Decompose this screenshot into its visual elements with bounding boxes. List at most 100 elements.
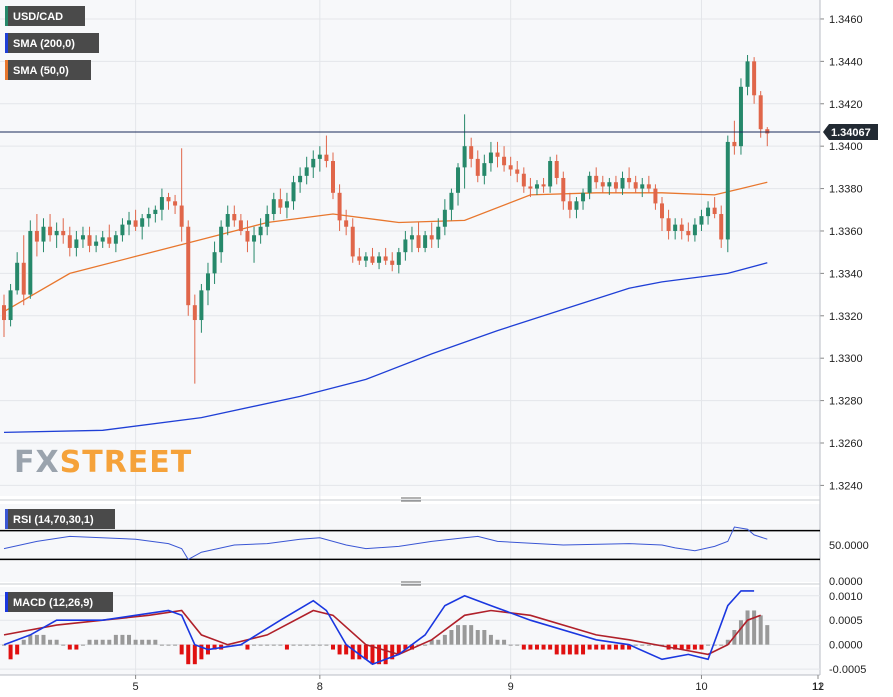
macd-histogram-bar: [534, 644, 539, 650]
candle-body: [554, 161, 559, 178]
candle-body: [574, 201, 579, 210]
macd-histogram-bar: [61, 644, 66, 646]
candle-body: [166, 197, 171, 202]
macd-histogram-bar: [311, 644, 316, 646]
candle-body: [370, 256, 375, 263]
candle-body: [94, 241, 99, 246]
candle-body: [278, 199, 283, 208]
macd-histogram-bar: [429, 639, 434, 645]
macd-histogram-bar: [252, 644, 257, 646]
macd-histogram-bar: [738, 620, 743, 645]
legend-swatch: [5, 6, 8, 26]
macd-histogram-bar: [317, 644, 322, 646]
macd-histogram-bar: [179, 644, 184, 655]
price-tick-label: 1.3400: [829, 141, 863, 153]
macd-histogram-bar: [561, 644, 566, 655]
candle-body: [48, 226, 53, 236]
macd-histogram-bar: [87, 639, 92, 645]
macd-panel-bg: [0, 587, 820, 675]
legend-swatch: [5, 33, 8, 53]
legend-label: SMA (200,0): [13, 38, 75, 50]
candle-body: [245, 230, 250, 242]
macd-histogram-bar: [212, 644, 217, 650]
candle-body: [699, 216, 704, 225]
macd-histogram-bar: [258, 644, 263, 646]
candle-body: [745, 61, 750, 87]
macd-histogram-bar: [363, 644, 368, 660]
candle-body: [594, 175, 599, 183]
candle-body: [488, 152, 493, 164]
macd-histogram-bar: [337, 644, 342, 655]
candle-body: [377, 256, 382, 263]
macd-histogram-bar: [291, 644, 296, 646]
macd-histogram-bar: [488, 634, 493, 645]
candle-body: [534, 184, 539, 189]
macd-histogram-bar: [146, 639, 151, 645]
candle-body: [192, 305, 197, 321]
price-tick-label: 1.3240: [829, 480, 863, 492]
candle-body: [679, 224, 684, 231]
macd-histogram-bar: [127, 634, 132, 645]
macd-histogram-bar: [192, 644, 197, 665]
macd-histogram-bar: [94, 639, 99, 645]
macd-histogram-bar: [107, 639, 112, 645]
macd-histogram-bar: [627, 644, 632, 650]
candle-body: [732, 141, 737, 147]
macd-histogram-bar: [245, 644, 250, 650]
macd-histogram-bar: [541, 644, 546, 650]
macd-histogram-bar: [725, 639, 730, 645]
candle-body: [390, 260, 395, 265]
candle-body: [383, 256, 388, 261]
macd-histogram-bar: [692, 644, 697, 650]
candle-body: [495, 152, 500, 157]
rsi-panel-bg: [0, 504, 820, 582]
price-tick-label: 1.3380: [829, 184, 863, 196]
macd-histogram-bar: [396, 644, 401, 655]
macd-histogram-bar: [712, 644, 717, 646]
candle-body: [21, 262, 26, 295]
x-tick-label: 10: [695, 681, 707, 693]
candle-body: [396, 252, 401, 265]
macd-histogram-bar: [271, 644, 276, 646]
candle-body: [587, 175, 592, 193]
candle-body: [219, 226, 224, 253]
candle-body: [311, 158, 316, 168]
candle-body: [449, 192, 454, 210]
macd-histogram-bar: [153, 639, 158, 645]
macd-histogram-bar: [699, 644, 704, 650]
candle-body: [265, 214, 270, 227]
candle-body: [640, 184, 645, 189]
candle-body: [304, 167, 309, 176]
macd-histogram-bar: [370, 644, 375, 665]
macd-histogram-bar: [409, 644, 414, 650]
rsi-tick-label: 50.0000: [829, 540, 869, 552]
macd-histogram-bar: [449, 630, 454, 645]
candle-body: [113, 235, 118, 244]
candle-body: [331, 161, 335, 193]
macd-histogram-bar: [159, 644, 164, 646]
candle-body: [502, 156, 507, 166]
macd-histogram-bar: [502, 639, 507, 645]
macd-histogram-bar: [199, 644, 204, 660]
candle-body: [41, 226, 46, 242]
candle-body: [34, 230, 39, 242]
price-tick-label: 1.3460: [829, 14, 863, 26]
candle-body: [738, 86, 743, 147]
candle-body: [205, 273, 210, 291]
macd-histogram-bar: [646, 644, 651, 646]
sma50-line: [3, 181, 768, 313]
candle-body: [423, 235, 428, 248]
macd-histogram-bar: [686, 644, 691, 650]
macd-histogram-bar: [100, 639, 105, 645]
candle-body: [107, 237, 112, 244]
macd-histogram-bar: [74, 644, 79, 650]
candle-body: [61, 230, 66, 236]
macd-histogram-bar: [383, 644, 388, 665]
candle-body: [258, 226, 263, 236]
x-tick-label: 8: [317, 681, 323, 693]
macd-histogram-bar: [34, 634, 39, 645]
candle-body: [613, 182, 618, 189]
price-panel-bg: [0, 0, 820, 496]
macd-histogram-bar: [600, 644, 605, 650]
candle-body: [515, 169, 520, 174]
